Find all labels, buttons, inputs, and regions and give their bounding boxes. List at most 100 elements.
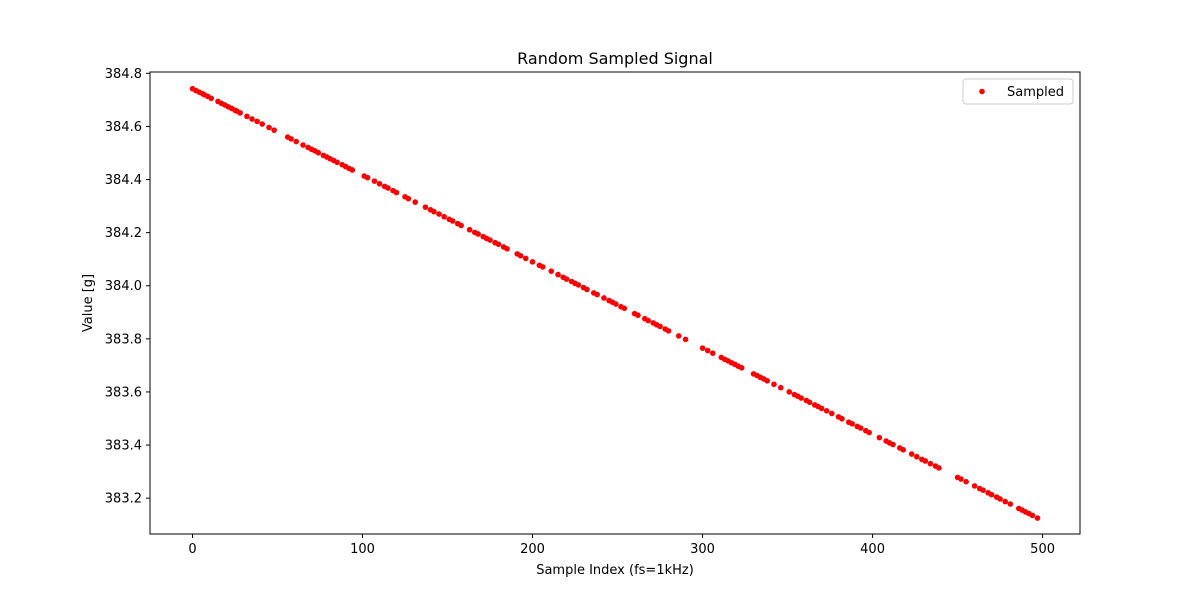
y-tick-label: 384.6 bbox=[105, 120, 142, 135]
legend-box bbox=[962, 78, 1074, 105]
data-point bbox=[288, 136, 294, 142]
data-point bbox=[254, 118, 260, 125]
data-point bbox=[786, 389, 793, 395]
data-point bbox=[675, 333, 682, 339]
data-point bbox=[376, 180, 383, 187]
x-tick-label: 500 bbox=[1030, 542, 1055, 557]
y-tick-label: 384.4 bbox=[105, 173, 142, 188]
data-point bbox=[818, 405, 825, 412]
y-tick-label: 383.6 bbox=[105, 385, 142, 400]
data-point bbox=[449, 218, 456, 224]
data-point bbox=[495, 241, 502, 248]
y-tick-label: 383.4 bbox=[105, 439, 142, 454]
data-point bbox=[771, 381, 777, 388]
data-point bbox=[635, 312, 641, 319]
data-point bbox=[517, 252, 524, 259]
data-point bbox=[936, 465, 942, 471]
data-point bbox=[971, 483, 978, 489]
y-axis-ticks: 383.2 383.4 383.6 383.8 384.0 384.2 384.4 384.6… bbox=[105, 67, 150, 507]
data-point bbox=[777, 384, 784, 391]
data-point bbox=[458, 222, 464, 229]
data-point bbox=[876, 434, 883, 441]
data-point bbox=[315, 149, 322, 156]
data-point bbox=[601, 295, 607, 301]
data-point bbox=[393, 189, 400, 196]
data-point bbox=[1034, 515, 1041, 521]
data-point bbox=[900, 447, 906, 453]
data-point bbox=[963, 478, 969, 485]
legend-marker-sampled bbox=[979, 88, 985, 95]
data-point bbox=[522, 255, 529, 262]
data-point bbox=[334, 159, 340, 166]
data-point bbox=[699, 345, 706, 351]
data-point bbox=[259, 121, 266, 127]
x-axis-label: Sample Index (fs=1kHz) bbox=[536, 563, 694, 578]
data-point bbox=[300, 142, 306, 148]
data-points bbox=[189, 85, 1041, 521]
data-point bbox=[487, 237, 493, 243]
data-point bbox=[412, 199, 419, 205]
data-point bbox=[621, 305, 628, 312]
plot-frame bbox=[149, 71, 1081, 535]
data-point bbox=[908, 451, 915, 457]
data-point bbox=[208, 95, 215, 102]
data-point bbox=[665, 328, 672, 334]
y-tick-label: 383.8 bbox=[105, 332, 142, 347]
data-point bbox=[266, 124, 272, 131]
y-axis-label: Value [g] bbox=[81, 274, 96, 332]
data-point bbox=[431, 208, 437, 215]
data-point bbox=[988, 491, 995, 498]
data-point bbox=[1002, 498, 1008, 505]
data-point bbox=[249, 116, 255, 122]
x-tick-label: 0 bbox=[188, 542, 196, 557]
data-point bbox=[237, 110, 243, 116]
data-point bbox=[682, 336, 689, 343]
data-point bbox=[657, 323, 663, 330]
data-point bbox=[828, 410, 835, 417]
x-axis-ticks: 0 100 200 300 400 500 bbox=[188, 534, 1055, 557]
data-point bbox=[764, 378, 770, 384]
data-point bbox=[849, 421, 855, 427]
data-point bbox=[466, 226, 473, 233]
data-point bbox=[922, 458, 929, 464]
data-point bbox=[709, 350, 716, 356]
data-point bbox=[563, 276, 570, 282]
data-point bbox=[584, 286, 590, 293]
data-point bbox=[364, 174, 371, 181]
data-point bbox=[927, 460, 934, 467]
x-tick-label: 200 bbox=[520, 542, 545, 557]
data-point bbox=[645, 317, 651, 324]
data-point bbox=[839, 415, 845, 422]
data-point bbox=[436, 211, 442, 217]
data-point bbox=[613, 301, 619, 307]
x-tick-label: 400 bbox=[860, 542, 885, 557]
data-point bbox=[823, 408, 830, 414]
data-point bbox=[997, 496, 1003, 502]
data-point bbox=[866, 429, 872, 436]
data-point bbox=[594, 291, 600, 298]
data-point bbox=[293, 138, 300, 145]
x-tick-label: 300 bbox=[690, 542, 715, 557]
data-point bbox=[1029, 512, 1036, 519]
legend-label-sampled: Sampled bbox=[1007, 85, 1064, 100]
data-point bbox=[441, 213, 447, 220]
data-point bbox=[980, 487, 986, 493]
data-point bbox=[529, 259, 536, 265]
y-tick-label: 384.2 bbox=[105, 226, 142, 241]
data-point bbox=[704, 347, 711, 354]
data-point bbox=[405, 195, 412, 202]
data-point bbox=[422, 204, 429, 210]
data-point bbox=[913, 453, 920, 460]
data-point bbox=[271, 127, 277, 133]
data-point bbox=[738, 364, 745, 371]
data-point bbox=[958, 476, 964, 482]
data-point bbox=[385, 185, 391, 191]
y-tick-label: 384.0 bbox=[105, 279, 142, 294]
y-tick-label: 383.2 bbox=[105, 492, 142, 507]
data-point bbox=[890, 441, 896, 448]
chart-title: Random Sampled Signal bbox=[517, 49, 713, 68]
y-tick-label: 384.8 bbox=[105, 67, 142, 82]
data-point bbox=[244, 113, 250, 120]
data-point bbox=[798, 395, 804, 401]
